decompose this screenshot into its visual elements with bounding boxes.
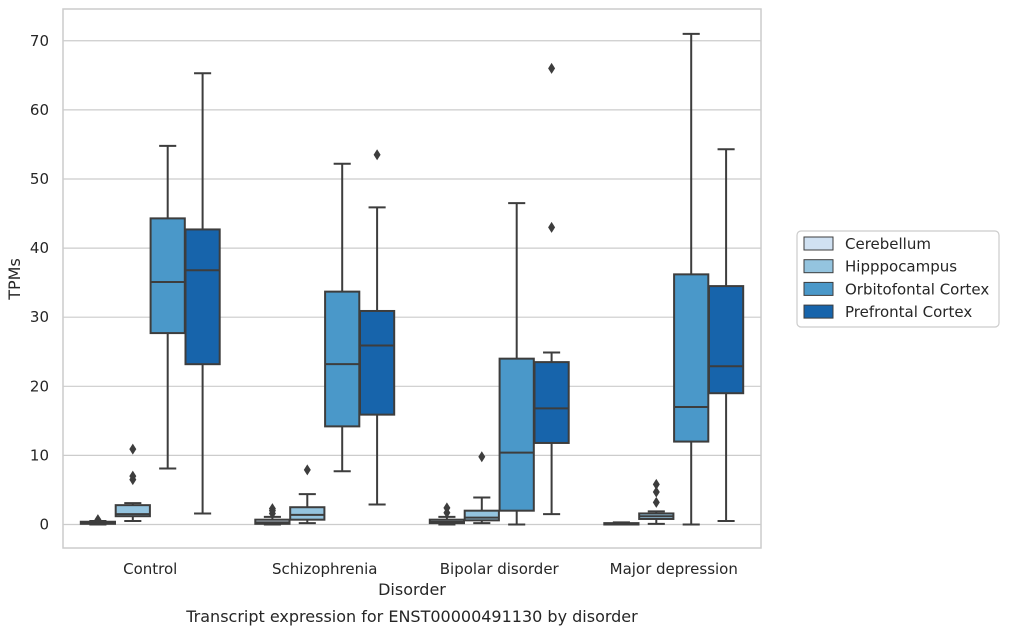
legend-label: Hipppocampus — [845, 258, 957, 276]
chart-caption: Transcript expression for ENST0000049113… — [185, 607, 638, 626]
box-iqr — [184, 228, 221, 366]
box-iqr — [673, 273, 710, 443]
y-axis-label: TPMs — [5, 258, 24, 301]
outlier-point — [548, 221, 556, 233]
box-plot — [289, 464, 326, 525]
box-plot — [603, 521, 640, 526]
legend-item: Cerebellum — [803, 235, 931, 253]
legend-frame — [796, 230, 1000, 328]
box-iqr — [463, 509, 500, 522]
plot-frame — [62, 8, 762, 549]
box-iqr — [324, 290, 361, 428]
x-tick-label: Bipolar disorder — [440, 560, 560, 578]
box-plot — [707, 148, 745, 523]
box-iqr — [358, 309, 396, 416]
box-plot — [498, 202, 535, 526]
y-tick-label: 70 — [30, 32, 49, 50]
legend-swatch — [803, 236, 834, 251]
box-plot — [358, 149, 396, 506]
legend-swatch — [803, 281, 834, 296]
outlier-point — [373, 149, 381, 161]
box-plot — [79, 514, 117, 526]
box-plot — [184, 72, 221, 515]
box-iqr — [114, 504, 151, 518]
x-axis-label: Disorder — [378, 580, 446, 599]
legend-swatch — [803, 304, 834, 319]
x-tick-label: Schizophrenia — [272, 560, 377, 578]
x-tick-label: Control — [123, 560, 177, 578]
box-iqr — [498, 357, 535, 512]
box-plot — [324, 162, 361, 473]
axes: 0 10 20 30 40 50 60 70 Control Schizophrenia Bipol… — [30, 8, 762, 578]
box-plot — [428, 502, 466, 526]
box-series — [79, 32, 745, 526]
box-plot — [149, 144, 186, 470]
y-tick-label: 50 — [30, 170, 49, 188]
box-plot — [638, 478, 675, 525]
legend-label: Prefrontal Cortex — [845, 303, 972, 321]
series-hipppocampus — [114, 443, 675, 525]
outlier-point — [652, 478, 660, 490]
y-tick-label: 0 — [39, 516, 49, 534]
y-tick-label: 40 — [30, 239, 49, 257]
legend-item: Hipppocampus — [803, 258, 957, 276]
outlier-point — [268, 503, 276, 515]
box-plot — [254, 503, 291, 526]
outlier-point — [443, 502, 451, 514]
legend-label: Cerebellum — [845, 235, 931, 253]
box-plot — [673, 32, 710, 526]
box-iqr — [533, 361, 570, 444]
legend-label: Orbitofontal Cortex — [845, 280, 989, 298]
legend: Cerebellum Hipppocampus Orbitofontal Corte… — [796, 230, 1000, 328]
y-tick-label: 60 — [30, 101, 49, 119]
y-tick-label: 20 — [30, 377, 49, 395]
series-cerebellum — [79, 502, 640, 526]
box-plot — [114, 443, 151, 523]
series-prefrontal-cortex — [184, 62, 745, 523]
outlier-point — [129, 470, 137, 482]
box-iqr — [289, 506, 326, 521]
box-plot — [463, 451, 500, 525]
box-iqr — [707, 285, 745, 395]
outlier-point — [129, 443, 137, 455]
box-plot — [533, 62, 570, 516]
box-iqr — [149, 217, 186, 335]
outlier-point — [652, 496, 660, 508]
legend-item: Prefrontal Cortex — [803, 303, 972, 321]
outlier-point — [548, 62, 556, 74]
outlier-point — [652, 486, 660, 498]
outlier-point — [478, 451, 486, 463]
outlier-point — [94, 514, 102, 526]
y-tick-label: 30 — [30, 308, 49, 326]
y-tick-label: 10 — [30, 446, 49, 464]
legend-swatch — [803, 259, 834, 274]
legend-item: Orbitofontal Cortex — [803, 280, 989, 298]
outlier-point — [303, 464, 311, 476]
x-tick-label: Major depression — [610, 560, 738, 578]
series-orbitofontal-cortex — [149, 32, 710, 526]
